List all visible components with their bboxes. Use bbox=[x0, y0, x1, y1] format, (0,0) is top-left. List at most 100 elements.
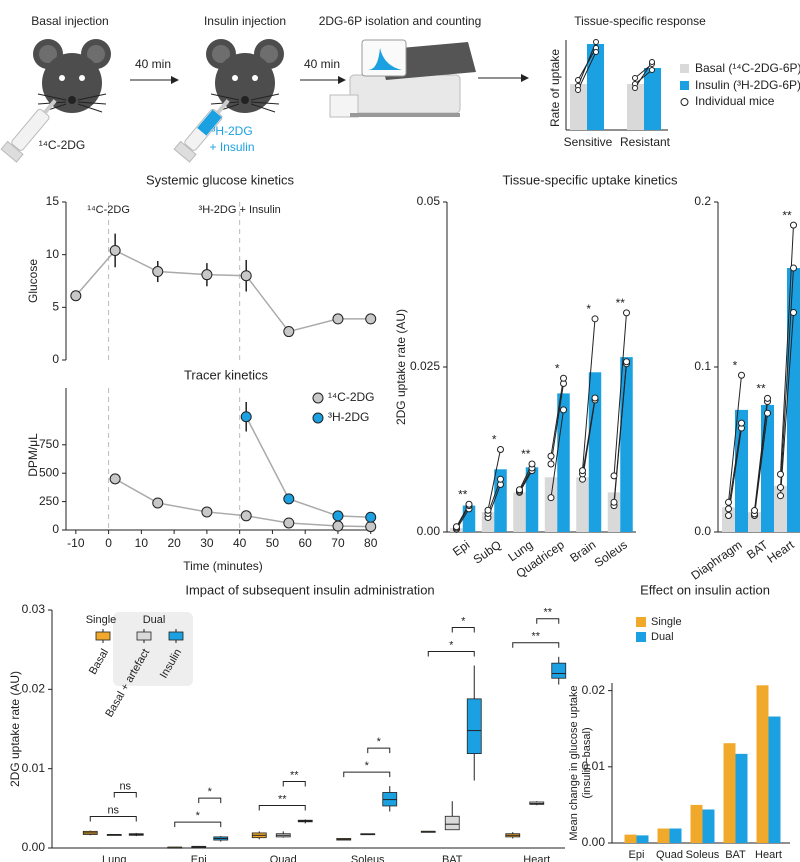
x-tick-label: Quad bbox=[656, 849, 683, 861]
legend-background bbox=[113, 612, 193, 686]
pair-line bbox=[780, 312, 794, 496]
pair-line bbox=[582, 318, 596, 471]
individual-point bbox=[591, 315, 599, 323]
step-label: Tissue-specific response bbox=[574, 14, 706, 28]
bar bbox=[761, 404, 774, 532]
syringe-icon bbox=[0, 99, 57, 163]
bar bbox=[620, 357, 633, 532]
legend-label: Individual mice bbox=[695, 94, 775, 108]
pair-line bbox=[550, 409, 564, 498]
y-axis-label: 2DG uptake rate (AU) bbox=[8, 671, 22, 787]
data-point bbox=[109, 473, 121, 485]
individual-point bbox=[738, 371, 745, 379]
chart-title: Impact of subsequent insulin administrat… bbox=[185, 582, 434, 597]
individual-point bbox=[751, 507, 758, 515]
axis-label: Rate of uptake bbox=[548, 49, 562, 127]
legend-marker bbox=[312, 412, 324, 424]
significance: ** bbox=[290, 769, 299, 781]
significance: * bbox=[377, 736, 382, 748]
data-point bbox=[240, 411, 252, 423]
individual-point bbox=[497, 446, 504, 453]
individual-point bbox=[623, 358, 630, 366]
individual-point bbox=[610, 472, 618, 480]
y-tick-label: 0.05 bbox=[417, 194, 441, 208]
legend-group: Single bbox=[86, 614, 117, 626]
data-point bbox=[283, 493, 295, 505]
x-tick-label: Soleus bbox=[686, 849, 720, 861]
x-tick-label: 80 bbox=[364, 536, 378, 550]
tracer-label: ¹⁴C-2DG bbox=[39, 138, 86, 152]
y-tick-label: 15 bbox=[46, 194, 60, 208]
legend-swatch bbox=[636, 617, 646, 627]
y-tick-label: 0.1 bbox=[694, 359, 711, 373]
interval-label: 40 min bbox=[304, 57, 340, 71]
individual-point bbox=[764, 409, 771, 417]
significance: * bbox=[196, 810, 201, 822]
individual-point bbox=[560, 406, 567, 414]
bar bbox=[735, 753, 748, 843]
individual-point bbox=[790, 221, 797, 229]
data-point bbox=[201, 506, 213, 518]
box-body bbox=[551, 662, 567, 679]
bar bbox=[722, 507, 735, 532]
step-label: Basal injection bbox=[31, 14, 108, 28]
bar bbox=[735, 409, 748, 532]
x-tick-label: Epi bbox=[191, 854, 207, 862]
y-axis-label: Glucose bbox=[26, 259, 40, 303]
significance: * bbox=[733, 358, 738, 372]
individual-point bbox=[528, 460, 536, 468]
individual-point bbox=[591, 394, 599, 402]
individual-point bbox=[725, 505, 732, 513]
y-tick-label: 250 bbox=[39, 494, 59, 508]
significance: ** bbox=[458, 487, 468, 501]
pair-line bbox=[754, 398, 768, 511]
chart-title: Tissue-specific uptake kinetics bbox=[502, 172, 678, 187]
bracket bbox=[282, 780, 306, 787]
legend-swatch bbox=[680, 98, 689, 106]
counter-icon bbox=[329, 39, 476, 118]
data-point bbox=[152, 497, 164, 509]
significance: ** bbox=[616, 296, 626, 310]
x-tick-label: 40 bbox=[233, 536, 247, 550]
significance: ** bbox=[278, 793, 287, 805]
bar bbox=[768, 716, 781, 843]
bar bbox=[723, 743, 736, 843]
significance: ** bbox=[521, 447, 531, 461]
pair-line bbox=[780, 267, 794, 488]
bar bbox=[544, 477, 558, 532]
y-tick-label: 0.00 bbox=[582, 835, 606, 849]
bracket bbox=[427, 651, 475, 657]
y-tick-label: 0.01 bbox=[582, 759, 606, 773]
legend-swatch bbox=[168, 631, 184, 641]
x-tick-label: 20 bbox=[167, 536, 181, 550]
group-label: Sensitive bbox=[564, 135, 613, 149]
x-tick-label: BAT bbox=[442, 854, 463, 862]
individual-point bbox=[547, 494, 555, 502]
bar bbox=[624, 834, 637, 843]
interval-label: 40 min bbox=[135, 57, 171, 71]
y-tick-label: 0.025 bbox=[410, 359, 440, 373]
significance: ** bbox=[756, 382, 766, 396]
significance: * bbox=[365, 760, 370, 772]
y-tick-label: 0.0 bbox=[694, 524, 711, 538]
bar bbox=[787, 268, 800, 532]
y-axis-label: DPM/μL bbox=[26, 433, 40, 477]
x-tick-label: Epi bbox=[629, 849, 645, 861]
legend-group: Dual bbox=[143, 614, 166, 626]
x-tick-label: Soleus bbox=[351, 854, 385, 862]
x-tick-label: 30 bbox=[200, 536, 214, 550]
pair-line bbox=[613, 312, 627, 476]
series-line bbox=[75, 249, 371, 333]
x-axis-label: Time (minutes) bbox=[183, 559, 263, 573]
bracket bbox=[451, 627, 475, 633]
legend-swatch bbox=[680, 81, 689, 90]
data-point bbox=[283, 517, 295, 529]
individual-point bbox=[790, 309, 797, 317]
y-tick-label: 0.00 bbox=[22, 840, 46, 854]
box-body bbox=[444, 815, 460, 831]
bar bbox=[748, 512, 761, 532]
bar bbox=[774, 485, 787, 532]
legend-label: Dual bbox=[651, 631, 674, 643]
significance: * bbox=[208, 786, 213, 798]
